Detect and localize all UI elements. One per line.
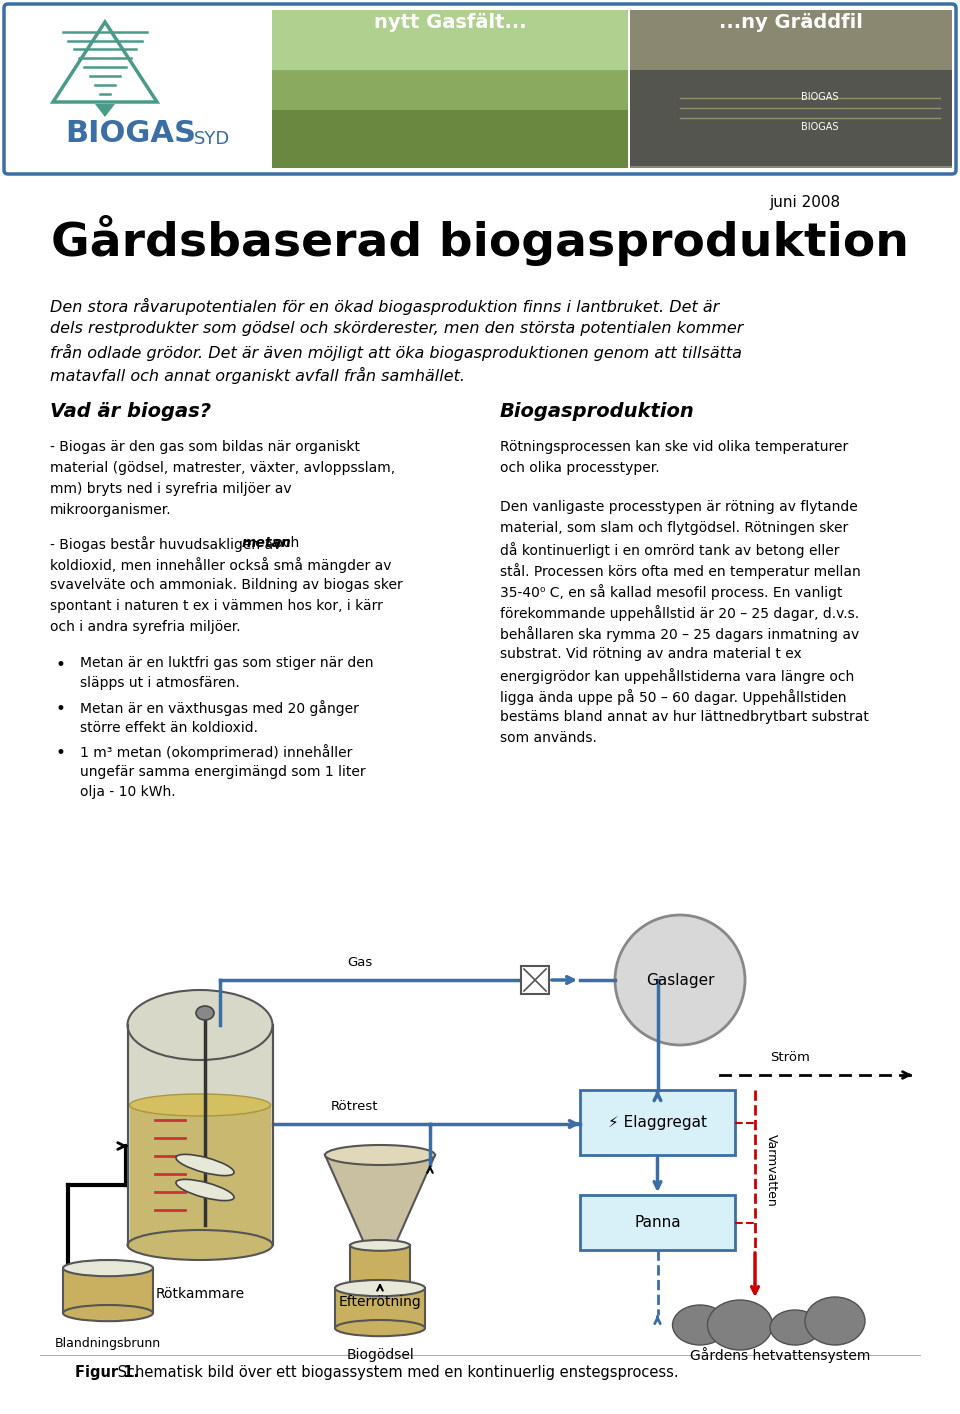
Text: Panna: Panna	[635, 1215, 681, 1230]
Ellipse shape	[130, 1094, 271, 1116]
Text: Biogödsel: Biogödsel	[347, 1348, 414, 1362]
Text: material, som slam och flytgödsel. Rötningen sker: material, som slam och flytgödsel. Rötni…	[500, 520, 849, 534]
Text: behållaren ska rymma 20 – 25 dagars inmatning av: behållaren ska rymma 20 – 25 dagars inma…	[500, 626, 859, 642]
Text: Den vanligaste processtypen är rötning av flytande: Den vanligaste processtypen är rötning a…	[500, 501, 857, 515]
Text: ⚡ Elaggregat: ⚡ Elaggregat	[608, 1116, 707, 1130]
Ellipse shape	[335, 1321, 425, 1336]
Text: spontant i naturen t ex i vämmen hos kor, i kärr: spontant i naturen t ex i vämmen hos kor…	[50, 600, 383, 614]
Text: Gaslager: Gaslager	[646, 973, 714, 987]
Text: då kontinuerligt i en omrörd tank av betong eller: då kontinuerligt i en omrörd tank av bet…	[500, 542, 839, 559]
Text: substrat. Vid rötning av andra material t ex: substrat. Vid rötning av andra material …	[500, 648, 802, 660]
Text: Figur 1.: Figur 1.	[75, 1365, 139, 1380]
FancyBboxPatch shape	[580, 1195, 735, 1250]
Text: metan: metan	[241, 536, 291, 550]
Text: nytt Gasfält...: nytt Gasfält...	[373, 13, 526, 33]
Bar	[63, 1268, 153, 1314]
Text: BIOGAS: BIOGAS	[802, 92, 839, 102]
Text: Vad är biogas?: Vad är biogas?	[50, 402, 211, 421]
Text: bestäms bland annat av hur lättnedbrytbart substrat: bestäms bland annat av hur lättnedbrytba…	[500, 710, 869, 724]
Text: Rötkammare: Rötkammare	[156, 1287, 245, 1301]
Text: Schematisk bild över ett biogassystem med en kontinuerlig enstegsprocess.: Schematisk bild över ett biogassystem me…	[113, 1365, 679, 1380]
Ellipse shape	[128, 990, 273, 1060]
Text: Biogasproduktion: Biogasproduktion	[500, 402, 695, 421]
Ellipse shape	[128, 1230, 273, 1260]
Ellipse shape	[335, 1280, 425, 1297]
Text: förekommande uppehållstid är 20 – 25 dagar, d.v.s.: förekommande uppehållstid är 20 – 25 dag…	[500, 605, 859, 621]
Text: mm) bryts ned i syrefria miljöer av: mm) bryts ned i syrefria miljöer av	[50, 482, 292, 496]
Text: dels restprodukter som gödsel och skörderester, men den största potentialen komm: dels restprodukter som gödsel och skörde…	[50, 321, 743, 337]
Text: 1 m³ metan (okomprimerad) innehåller
ungefär samma energimängd som 1 liter
olja : 1 m³ metan (okomprimerad) innehåller ung…	[80, 744, 366, 799]
Text: som används.: som används.	[500, 731, 597, 745]
FancyBboxPatch shape	[580, 1090, 735, 1155]
Bar	[12, 10, 270, 168]
Text: Efterrötning: Efterrötning	[339, 1295, 421, 1309]
Text: BIOGAS: BIOGAS	[802, 122, 839, 132]
Bar	[130, 1104, 271, 1243]
Bar	[350, 1246, 410, 1285]
Bar	[128, 1025, 273, 1244]
Text: energigrödor kan uppehållstiderna vara längre och: energigrödor kan uppehållstiderna vara l…	[500, 667, 854, 684]
Text: Gårdsbaserad biogasproduktion: Gårdsbaserad biogasproduktion	[51, 215, 909, 266]
Text: Metan är en växthusgas med 20 gånger
större effekt än koldioxid.: Metan är en växthusgas med 20 gånger stö…	[80, 700, 359, 735]
Bar	[272, 10, 628, 71]
Text: Ström: Ström	[770, 1051, 810, 1063]
Text: •: •	[55, 700, 65, 718]
Ellipse shape	[350, 1280, 410, 1291]
Text: Blandningsbrunn: Blandningsbrunn	[55, 1338, 161, 1350]
Text: material (gödsel, matrester, växter, avloppsslam,: material (gödsel, matrester, växter, avl…	[50, 461, 396, 475]
Ellipse shape	[63, 1305, 153, 1321]
Polygon shape	[95, 105, 115, 117]
Text: Gårdens hetvattensystem: Gårdens hetvattensystem	[690, 1348, 870, 1363]
Text: Gas: Gas	[348, 956, 372, 969]
Bar	[272, 10, 628, 168]
Text: Varmvatten: Varmvatten	[764, 1134, 778, 1206]
Text: BIOGAS: BIOGAS	[65, 119, 196, 148]
Text: Rötningsprocessen kan ske vid olika temperaturer: Rötningsprocessen kan ske vid olika temp…	[500, 440, 849, 454]
Text: Den stora råvarupotentialen för en ökad biogasproduktion finns i lantbruket. Det: Den stora råvarupotentialen för en ökad …	[50, 298, 719, 315]
Ellipse shape	[708, 1299, 773, 1350]
Bar	[521, 966, 549, 994]
Text: SYD: SYD	[194, 130, 230, 148]
Text: Rötrest: Rötrest	[331, 1100, 379, 1113]
Text: juni 2008: juni 2008	[769, 195, 840, 211]
Ellipse shape	[673, 1305, 728, 1345]
Bar	[335, 1288, 425, 1328]
Text: och: och	[271, 536, 300, 550]
Ellipse shape	[805, 1297, 865, 1345]
Ellipse shape	[176, 1179, 234, 1200]
Text: och olika processtyper.: och olika processtyper.	[500, 461, 660, 475]
Ellipse shape	[176, 1154, 234, 1175]
Text: matavfall och annat organiskt avfall från samhället.: matavfall och annat organiskt avfall frå…	[50, 368, 465, 385]
Text: och i andra syrefria miljöer.: och i andra syrefria miljöer.	[50, 619, 241, 633]
FancyBboxPatch shape	[4, 4, 956, 174]
Bar	[272, 110, 628, 168]
Ellipse shape	[196, 1005, 214, 1019]
Ellipse shape	[350, 1240, 410, 1251]
Text: svavelväte och ammoniak. Bildning av biogas sker: svavelväte och ammoniak. Bildning av bio…	[50, 578, 403, 592]
Text: ligga ända uppe på 50 – 60 dagar. Uppehållstiden: ligga ända uppe på 50 – 60 dagar. Uppehå…	[500, 689, 847, 706]
Text: koldioxid, men innehåller också små mängder av: koldioxid, men innehåller också små mäng…	[50, 557, 392, 573]
Ellipse shape	[325, 1145, 435, 1165]
Text: 35-40⁰ C, en så kallad mesofil process. En vanligt: 35-40⁰ C, en så kallad mesofil process. …	[500, 584, 843, 600]
Text: Metan är en luktfri gas som stiger när den
släpps ut i atmosfären.: Metan är en luktfri gas som stiger när d…	[80, 656, 373, 690]
Polygon shape	[325, 1155, 435, 1244]
Text: från odlade grödor. Det är även möjligt att öka biogasproduktionen genom att til: från odlade grödor. Det är även möjligt …	[50, 344, 742, 361]
Text: stål. Processen körs ofta med en temperatur mellan: stål. Processen körs ofta med en tempera…	[500, 563, 861, 578]
Text: mikroorganismer.: mikroorganismer.	[50, 503, 172, 518]
Text: •: •	[55, 744, 65, 762]
Bar	[630, 71, 952, 165]
Text: - Biogas är den gas som bildas när organiskt: - Biogas är den gas som bildas när organ…	[50, 440, 360, 454]
Ellipse shape	[63, 1260, 153, 1277]
Bar	[630, 10, 952, 168]
Text: - Biogas består huvudsakligen av: - Biogas består huvudsakligen av	[50, 536, 286, 551]
Ellipse shape	[615, 915, 745, 1045]
Text: •: •	[55, 656, 65, 674]
Text: ...ny Gräddfil: ...ny Gräddfil	[719, 13, 863, 33]
Ellipse shape	[770, 1309, 820, 1345]
